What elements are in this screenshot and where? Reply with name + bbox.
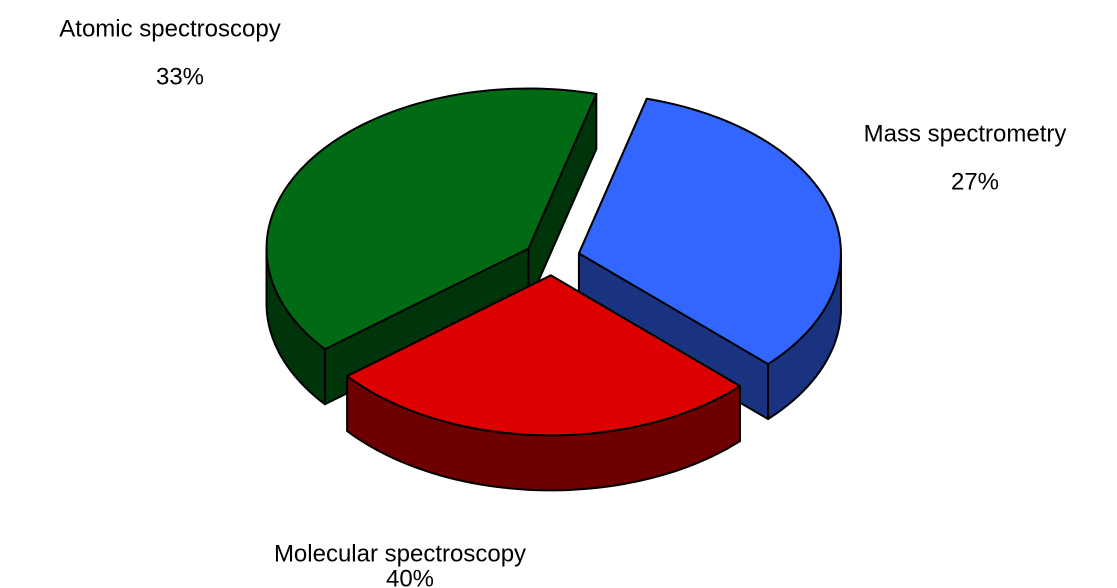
slice-top [577,97,842,366]
slice-top [265,87,598,351]
pie-slice [346,274,741,492]
slice-value-label: 27% [951,168,999,195]
slice-label: Mass spectrometry [864,120,1067,147]
slice-label: Atomic spectroscopy [59,15,280,42]
slice-value-label: 40% [386,565,434,588]
slice-label: Molecular spectroscopy [274,540,526,567]
slice-value-label: 33% [156,63,204,90]
slice-top [346,274,741,437]
